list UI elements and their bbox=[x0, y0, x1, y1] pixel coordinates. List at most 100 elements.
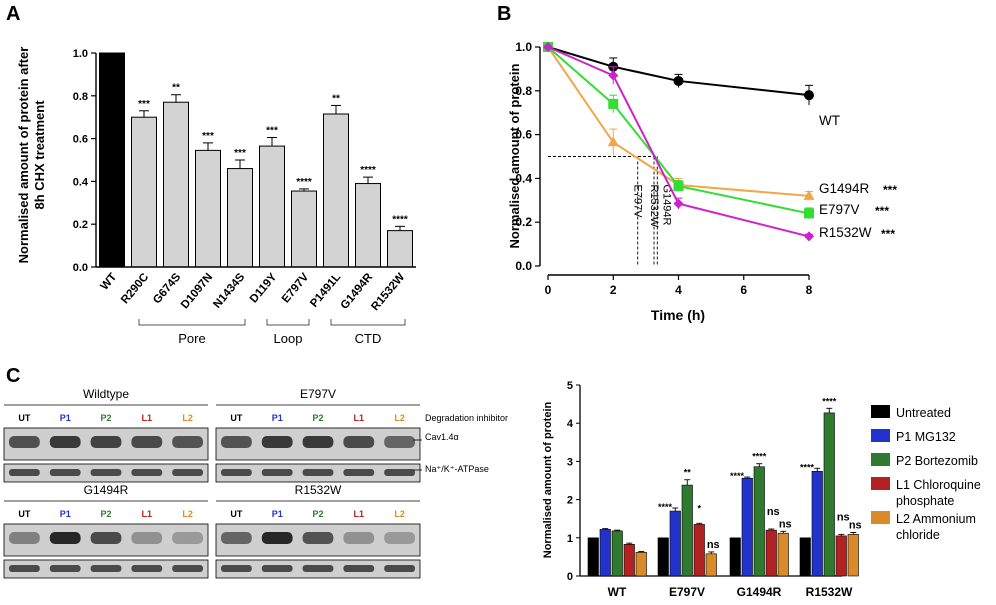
lane-label-ut: UT bbox=[18, 413, 30, 423]
blot-band-atpase bbox=[49, 565, 81, 572]
bar-p1491l bbox=[323, 113, 349, 268]
lane-label-p1: P1 bbox=[272, 413, 283, 423]
lane-label-l2: L2 bbox=[182, 413, 193, 423]
lane-label-l2: L2 bbox=[394, 413, 405, 423]
blot-band-cav14 bbox=[9, 532, 40, 544]
xtick-label-wt: WT bbox=[99, 271, 120, 292]
group-bracket-loop bbox=[266, 319, 310, 326]
blot-band-cav14 bbox=[261, 532, 293, 544]
chart-b-ytick-label: 0.2 bbox=[515, 215, 532, 229]
bar-wt-s2 bbox=[611, 530, 623, 577]
sig-r1532w-s2: **** bbox=[822, 396, 837, 406]
bar-r1532w-s0 bbox=[799, 537, 811, 577]
lane-label-l1: L1 bbox=[142, 509, 153, 519]
chart-a-ytick-label: 0.6 bbox=[73, 134, 88, 146]
series-line-r1532w bbox=[547, 46, 810, 238]
group-label-ctd: CTD bbox=[355, 331, 382, 346]
blot-band-cav14 bbox=[221, 436, 252, 448]
bar-r1532w-s3 bbox=[835, 535, 847, 577]
bar-d119y bbox=[259, 145, 285, 268]
blot-band-cav14 bbox=[172, 532, 203, 544]
blot-band-cav14 bbox=[384, 532, 415, 544]
degradation-inhibitor-label: Degradation inhibitor bbox=[425, 413, 508, 423]
bar-wt-s1 bbox=[599, 529, 611, 577]
bar-g1494r-s1 bbox=[741, 477, 753, 577]
panel-label-b: B bbox=[497, 3, 511, 25]
significance-g1494r: **** bbox=[360, 165, 376, 176]
chart-b-ytick-label: 0.0 bbox=[515, 259, 532, 273]
series-point-wt bbox=[673, 75, 684, 86]
chart-c: Normalised amount of protein 012345WT***… bbox=[542, 380, 981, 599]
chart-a-ytick-label: 0.8 bbox=[73, 91, 88, 103]
legend-swatch-0 bbox=[871, 405, 890, 418]
xtick-label-d1097n: D1097N bbox=[179, 271, 215, 311]
blot-band-cav14 bbox=[302, 436, 334, 448]
blot-band-cav14 bbox=[261, 436, 293, 448]
blot-band-atpase bbox=[131, 565, 163, 572]
xtick-label-g674s: G674S bbox=[151, 271, 183, 306]
sig-r1532w-s1: **** bbox=[800, 462, 815, 472]
legend-label-2: P2 Bortezomib bbox=[896, 454, 978, 468]
bar-n1434s bbox=[227, 168, 253, 268]
bar-e797v-s0 bbox=[657, 537, 669, 577]
series-label-wt: WT bbox=[819, 113, 840, 128]
blot-band-cav14 bbox=[343, 436, 375, 448]
lane-label-p2: P2 bbox=[100, 413, 111, 423]
chart-c-ytick-label: 5 bbox=[567, 380, 573, 392]
blot-band-atpase bbox=[49, 469, 81, 476]
significance-e797v: **** bbox=[296, 177, 312, 188]
legend-swatch-3 bbox=[871, 477, 890, 490]
chart-c-ytick-label: 1 bbox=[567, 533, 573, 545]
lane-label-p2: P2 bbox=[100, 509, 111, 519]
chart-b: Normalised amount of protein Time (h) 0.… bbox=[507, 40, 897, 323]
blot-band-cav14 bbox=[9, 436, 40, 448]
blot-band-atpase bbox=[261, 469, 293, 476]
series-sig-r1532w: *** bbox=[881, 227, 895, 241]
bar-r1532w bbox=[387, 230, 413, 268]
series-label-r1532w: R1532W bbox=[819, 225, 872, 240]
legend-swatch-4 bbox=[871, 511, 890, 524]
series-point-r1532w bbox=[543, 42, 553, 52]
bar-wt-s0 bbox=[587, 537, 599, 577]
blot-band-cav14 bbox=[302, 532, 334, 544]
blot-band-atpase bbox=[343, 469, 375, 476]
bar-g1494r-s2 bbox=[753, 466, 765, 577]
series-point-wt bbox=[804, 90, 814, 101]
series-line-wt bbox=[547, 46, 810, 97]
sig-r1532w-s4: ns bbox=[849, 519, 862, 531]
chart-a-ytick-label: 0.0 bbox=[73, 262, 88, 274]
group-bracket-pore bbox=[138, 319, 246, 326]
chart-a-ytick-label: 1.0 bbox=[73, 48, 88, 60]
blot-band-cav14 bbox=[384, 436, 415, 448]
legend-label-4: L2 Ammonium bbox=[896, 512, 976, 526]
group-bracket-ctd bbox=[330, 319, 406, 326]
series-label-e797v: E797V bbox=[819, 202, 860, 217]
blot-band-atpase bbox=[9, 565, 40, 572]
legend-label-3: phosphate bbox=[896, 494, 954, 508]
bar-e797v-s1 bbox=[669, 510, 681, 577]
bar-e797v-s3 bbox=[693, 524, 705, 577]
chart-b-ytick-label: 0.6 bbox=[515, 128, 532, 142]
lane-label-l2: L2 bbox=[182, 509, 193, 519]
lane-label-p1: P1 bbox=[60, 413, 71, 423]
chart-c-ytick-label: 0 bbox=[567, 571, 573, 583]
chart-c-xtick-label-r1532w: R1532W bbox=[806, 585, 853, 599]
sig-e797v-s1: **** bbox=[658, 502, 673, 512]
panel-label-a: A bbox=[6, 3, 20, 25]
blot-title-wildtype: Wildtype bbox=[83, 387, 129, 401]
blot-band-atpase bbox=[172, 565, 203, 572]
blot-band-atpase bbox=[384, 565, 415, 572]
blot-band-atpase bbox=[221, 565, 252, 572]
xtick-label-r290c: R290C bbox=[119, 271, 151, 306]
bar-e797v bbox=[291, 190, 317, 268]
chart-b-xtick-label: 2 bbox=[610, 283, 617, 297]
chart-a: Normalised amount of protein after 8h CH… bbox=[16, 47, 416, 346]
blot-band-atpase bbox=[343, 565, 375, 572]
chart-c-ytick-label: 2 bbox=[567, 495, 573, 507]
group-label-pore: Pore bbox=[178, 331, 205, 346]
chart-c-xtick-label-e797v: E797V bbox=[669, 585, 705, 599]
chart-b-xtick-label: 0 bbox=[545, 283, 552, 297]
blot-band-atpase bbox=[9, 469, 40, 476]
significance-d1097n: *** bbox=[202, 131, 214, 142]
series-point-r1532w bbox=[804, 231, 814, 242]
